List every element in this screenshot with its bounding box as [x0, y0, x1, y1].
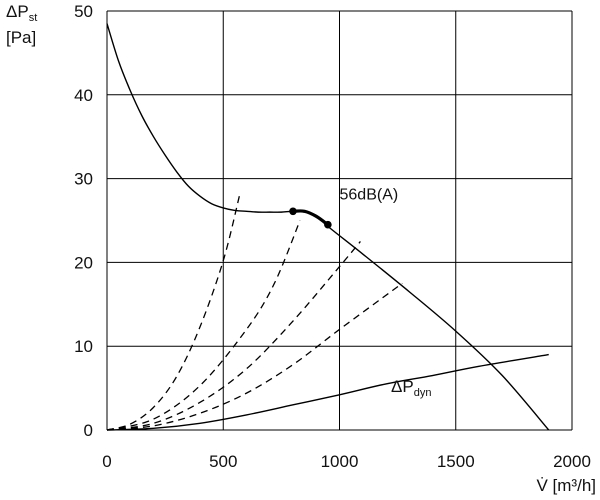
y-tick-label-3: 30 [74, 170, 93, 189]
series-dashed-5 [106, 241, 361, 431]
y-tick-label-5: 50 [74, 2, 93, 21]
x-tick-label-3: 1500 [437, 452, 475, 471]
y-axis-label: ΔPst [6, 2, 37, 24]
series-group [106, 23, 550, 431]
y-tick-label-1: 10 [74, 337, 93, 356]
x-tick-label-2: 1000 [321, 452, 359, 471]
series-dashed-3 [106, 195, 241, 431]
y-tick-label-0: 0 [84, 421, 93, 440]
series-label-dp-dyn: ΔPdyn [391, 377, 431, 399]
y-tick-label-4: 40 [74, 86, 93, 105]
series-dashed-4 [106, 220, 301, 431]
y-axis-unit: [Pa] [6, 28, 36, 47]
grid [106, 10, 573, 431]
operating-point-0 [289, 207, 297, 216]
marker-group [289, 207, 332, 229]
x-tick-label-0: 0 [102, 452, 111, 471]
operating-point-1 [324, 220, 332, 229]
series-dashed-6 [106, 282, 403, 431]
tick-labels: 0 500 1000 1500 2000 0 10 20 30 40 50 [74, 2, 591, 471]
series-solid-0 [106, 23, 550, 431]
x-tick-label-4: 2000 [553, 452, 591, 471]
x-axis-label: V̇ [m³/h] [536, 476, 596, 495]
x-tick-label-1: 500 [209, 452, 237, 471]
y-tick-label-2: 20 [74, 253, 93, 272]
annotation-56dba: 56dB(A) [340, 187, 399, 204]
series-bold-1 [292, 209, 329, 226]
series-solid-2 [106, 353, 549, 431]
